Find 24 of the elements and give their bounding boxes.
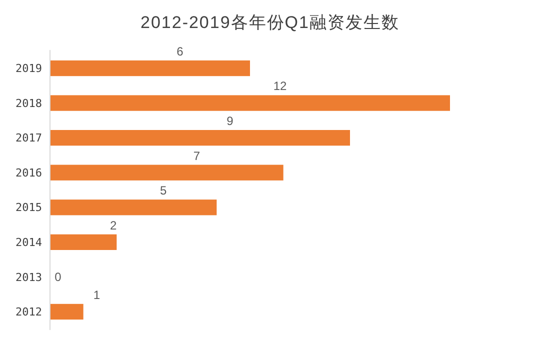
data-label: 9: [226, 114, 234, 128]
bar: [50, 164, 284, 180]
data-label: 7: [193, 148, 200, 163]
data-label: 5: [160, 184, 167, 198]
y-tick-label: 2014: [16, 236, 42, 250]
y-tick-label: 2016: [16, 166, 42, 180]
data-label: 2: [110, 218, 117, 232]
bar: [50, 60, 250, 76]
chart-title: 2012-2019各年份Q1融资发生数: [140, 13, 400, 32]
y-tick-label: 2018: [16, 96, 42, 110]
y-tick-label: 2019: [16, 62, 42, 76]
bar: [50, 200, 217, 216]
y-tick-label: 2012: [16, 306, 42, 319]
data-label: 6: [176, 44, 184, 58]
y-tick-label: 2013: [16, 270, 42, 284]
y-tick-label: 2015: [16, 201, 42, 214]
data-label: 0: [54, 270, 62, 284]
data-label: 1: [93, 288, 100, 302]
data-label: 12: [273, 79, 287, 94]
bar: [50, 234, 117, 250]
bar: [50, 304, 84, 320]
bar: [50, 130, 350, 146]
y-tick-label: 2017: [16, 132, 42, 145]
bar: [50, 95, 450, 111]
